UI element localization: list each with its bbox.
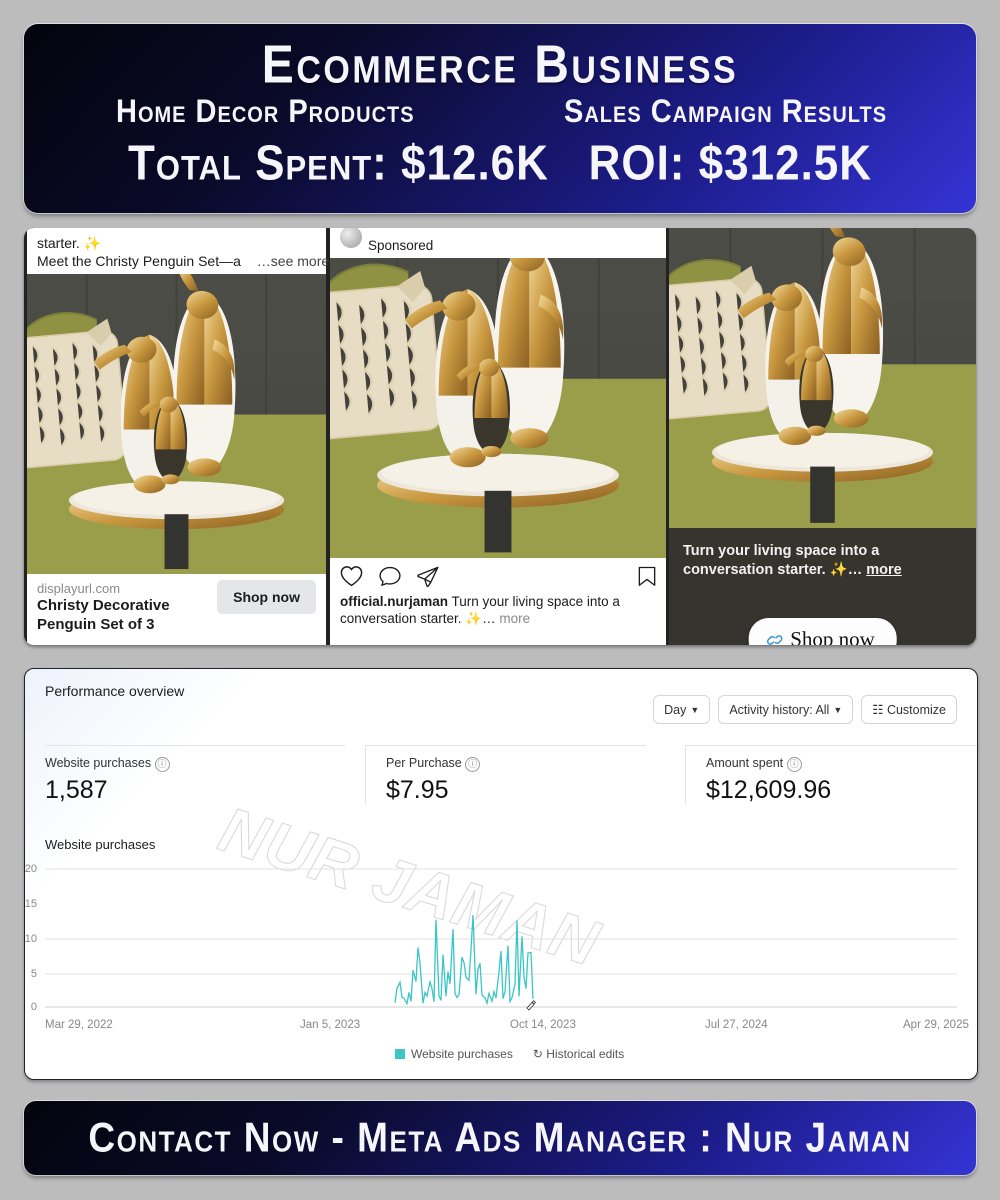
svg-text:20: 20 [25,863,37,875]
svg-text:10: 10 [25,933,37,945]
svg-text:0: 0 [31,1001,37,1013]
svg-text:5: 5 [31,968,37,980]
svg-text:15: 15 [25,898,37,910]
